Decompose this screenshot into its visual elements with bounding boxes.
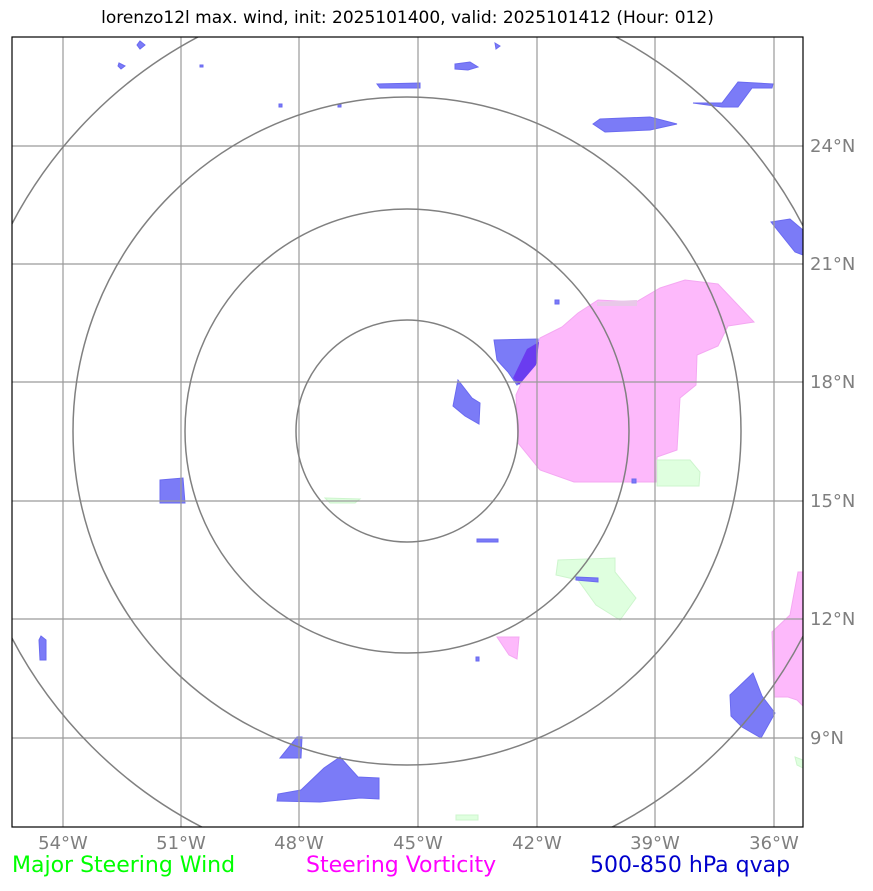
legend-qvap: 500-850 hPa qvap [590, 853, 791, 878]
qvap-area-1 [136, 40, 146, 50]
lon-label: 54°W [38, 833, 88, 854]
qvap-area-8 [770, 218, 803, 256]
lon-label: 51°W [156, 833, 206, 854]
lon-label: 42°W [512, 833, 562, 854]
qvap-area-5 [494, 42, 501, 50]
distance-rings [12, 37, 803, 827]
legend-steering-wind: Major Steering Wind [12, 853, 236, 878]
ring-2 [184, 208, 630, 654]
qvap-area-14 [38, 635, 47, 661]
qvap-area-7 [592, 116, 678, 133]
qvap-area-9b [513, 342, 539, 385]
map-title: lorenzo12l max. wind, init: 2025101400, … [101, 8, 714, 28]
lon-label: 48°W [274, 833, 324, 854]
qvap-dot-5 [475, 656, 480, 662]
lon-label: 39°W [630, 833, 680, 854]
lon-label: 36°W [749, 833, 799, 854]
qvap-area-12 [476, 538, 499, 543]
qvap-area-17 [276, 756, 380, 803]
qvap-dot-4 [554, 299, 560, 305]
qvap-area-10 [452, 378, 481, 425]
qvap-area-3 [454, 61, 480, 71]
vorticity-area-small [496, 636, 520, 660]
wind-area-5 [794, 756, 803, 769]
qvap-dot-2 [278, 103, 283, 108]
map-frame [11, 36, 804, 828]
ring-3 [72, 96, 742, 766]
lat-label: 15°N [810, 491, 855, 512]
vorticity-area-east [771, 571, 803, 707]
lat-label: 24°N [810, 136, 855, 157]
qvap-layer [38, 40, 803, 803]
lat-label: 21°N [810, 254, 855, 275]
qvap-area-15 [729, 672, 776, 739]
qvap-area-2 [117, 62, 126, 70]
lat-label: 9°N [810, 728, 844, 749]
qvap-dot-1 [199, 64, 204, 68]
qvap-area-6 [692, 81, 774, 108]
vorticity-layer [496, 279, 803, 707]
lon-label: 45°W [393, 833, 443, 854]
qvap-dot-6 [631, 478, 637, 484]
lat-label: 18°N [810, 372, 855, 393]
latitude-labels: 24°N 21°N 18°N 15°N 12°N 9°N [810, 136, 855, 749]
qvap-area-13 [575, 576, 599, 583]
wind-area-1 [656, 459, 701, 487]
wind-layer [323, 459, 803, 821]
graticule [12, 37, 803, 827]
qvap-area-4 [376, 82, 421, 89]
longitude-labels: 54°W 51°W 48°W 45°W 42°W 39°W 36°W [38, 833, 799, 854]
ring-1 [295, 319, 519, 543]
wind-area-2 [555, 557, 637, 621]
ring-4 [12, 37, 803, 827]
qvap-area-11 [159, 477, 186, 504]
vorticity-area-thin [597, 300, 637, 306]
qvap-area-16 [278, 736, 303, 759]
wind-area-4 [455, 814, 479, 821]
lat-label: 12°N [810, 609, 855, 630]
legend-steering-vorticity: Steering Vorticity [306, 853, 497, 878]
